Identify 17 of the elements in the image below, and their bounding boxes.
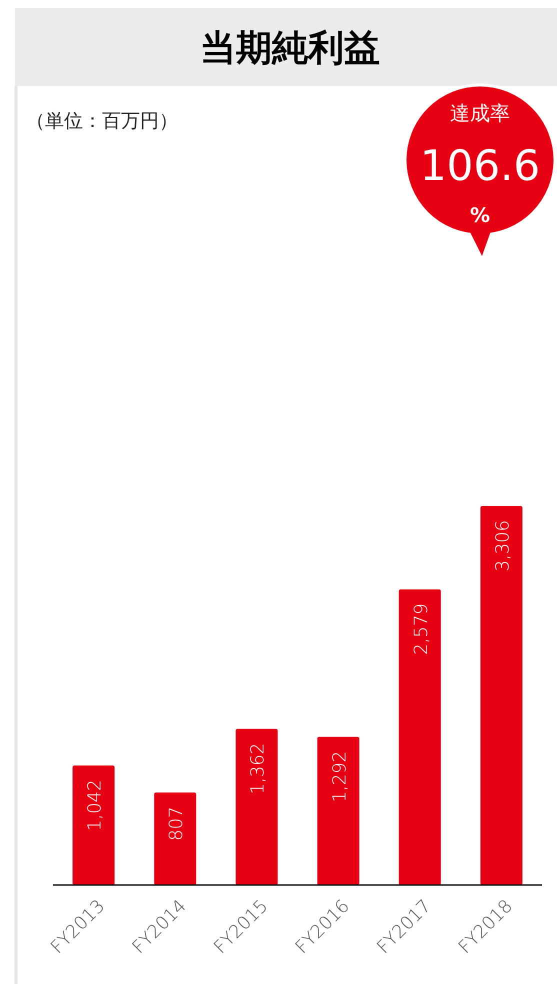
bar bbox=[72, 766, 115, 885]
bar bbox=[480, 506, 522, 885]
data-label: 3,306 bbox=[492, 520, 514, 572]
text: % bbox=[470, 203, 490, 227]
bar bbox=[398, 589, 441, 885]
data-label: 1,042 bbox=[84, 780, 106, 832]
bar bbox=[154, 792, 196, 885]
data-label: 1,292 bbox=[329, 750, 350, 802]
text: 106.6 bbox=[420, 141, 540, 190]
bar bbox=[236, 728, 278, 885]
data-label: 2,579 bbox=[410, 603, 432, 655]
data-label: 807 bbox=[166, 806, 188, 841]
text: （単位：百万円） bbox=[26, 110, 178, 132]
data-label: 1,362 bbox=[248, 742, 269, 794]
text: 達成率 bbox=[450, 101, 510, 125]
chart-title: 当期純利益 bbox=[200, 28, 380, 69]
bar bbox=[317, 736, 360, 885]
